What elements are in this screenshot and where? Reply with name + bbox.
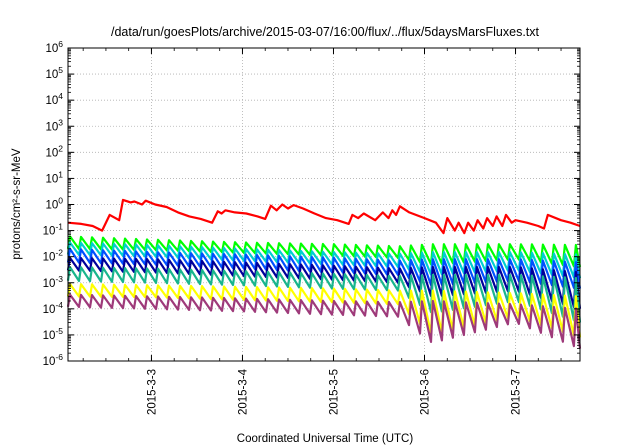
chart-title: /data/run/goesPlots/archive/2015-03-07/1…	[111, 25, 540, 39]
series-line-6	[66, 266, 582, 323]
y-tick-label: 101	[45, 169, 63, 185]
y-tick-label: 105	[45, 65, 63, 81]
x-tick-label: 2015-3-5	[328, 369, 340, 415]
y-tick-label: 100	[45, 196, 63, 212]
grid	[68, 48, 580, 361]
y-tick-label: 102	[45, 143, 63, 159]
x-tick-label: 2015-3-7	[511, 369, 523, 415]
y-tick-label: 10-5	[43, 326, 64, 342]
y-tick-labels: 10-6 10-5 10-4 10-3 10-2 10-1 100 101 102 103 104 1…	[43, 39, 64, 368]
y-tick-label: 104	[45, 91, 63, 107]
ticks	[68, 47, 580, 362]
y-tick-label: 10-4	[43, 300, 64, 316]
y-tick-label: 106	[45, 39, 63, 55]
x-tick-label: 2015-3-3	[146, 369, 158, 415]
x-tick-label: 2015-3-6	[420, 369, 432, 415]
x-axis-label: Coordinated Universal Time (UTC)	[237, 433, 414, 445]
y-tick-label: 10-6	[43, 352, 64, 368]
series-line-1	[67, 198, 581, 235]
x-tick-labels: 2015-3-3 2015-3-4 2015-3-5 2015-3-6 2015-3-7	[146, 368, 522, 415]
y-tick-label: 10-1	[43, 222, 64, 238]
series-line-8	[66, 293, 582, 349]
series-line-7	[66, 282, 582, 338]
y-tick-label: 10-2	[43, 248, 64, 264]
y-axis-label: protons/cm²-s-sr-MeV	[11, 148, 23, 260]
series-layer	[66, 198, 582, 349]
x-tick-label: 2015-3-4	[237, 368, 249, 415]
y-tick-label: 103	[45, 117, 63, 133]
y-tick-label: 10-3	[43, 274, 64, 290]
